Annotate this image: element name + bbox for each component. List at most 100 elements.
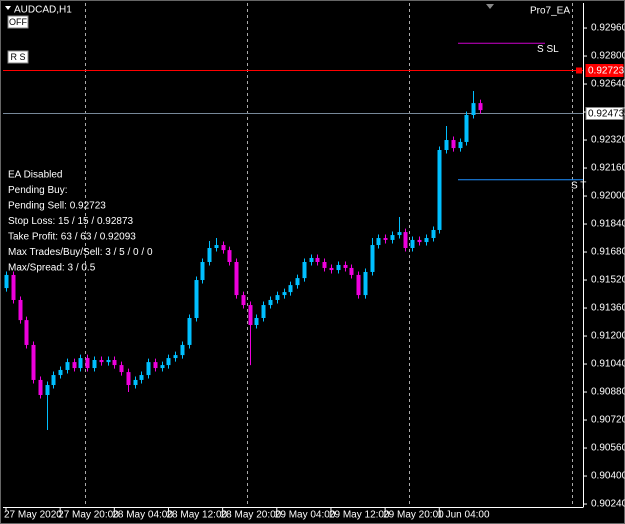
candle-body xyxy=(78,358,83,369)
x-tick-label: 27 May 20:00 xyxy=(58,510,119,521)
candle-body xyxy=(51,375,56,386)
candle-body xyxy=(160,365,165,369)
button-label[interactable]: R S xyxy=(10,52,25,62)
candle-body xyxy=(119,365,124,373)
price-line-handle xyxy=(576,67,582,74)
price-tag xyxy=(585,64,624,77)
y-tick-label: 0.92960 xyxy=(591,23,625,34)
candle-body xyxy=(85,358,90,369)
info-line: EA Disabled xyxy=(8,170,62,181)
price-tag-label: 0.92723 xyxy=(588,66,625,77)
candle-body xyxy=(444,140,449,150)
candle-body xyxy=(248,305,253,325)
candle-body xyxy=(153,362,158,369)
y-tick-label: 0.90400 xyxy=(591,471,625,482)
candle-body xyxy=(11,274,16,300)
candle-body xyxy=(194,280,199,318)
candle-body xyxy=(417,239,422,243)
order-line-label: S SL xyxy=(537,44,559,55)
candle-body xyxy=(126,372,131,386)
x-tick-label: 29 May 20:00 xyxy=(383,510,444,521)
candle-body xyxy=(343,264,348,268)
info-line: Pending Buy: xyxy=(8,185,68,196)
candle-body xyxy=(478,103,483,111)
candle-body xyxy=(227,250,232,262)
candle-body xyxy=(268,299,273,306)
candle-body xyxy=(464,115,469,142)
candle-body xyxy=(18,299,23,321)
button-label[interactable]: OFF xyxy=(9,17,27,27)
candle-body xyxy=(200,262,205,281)
order-line-label: S T xyxy=(571,180,586,191)
candle-body xyxy=(397,232,402,236)
x-tick-label: 27 May 2020 xyxy=(4,510,62,521)
labels: 0.929600.928000.926400.924800.923200.921… xyxy=(4,15,625,521)
candles xyxy=(4,91,483,430)
info-line: Take Profit: 63 / 63 / 0.92093 xyxy=(8,232,136,243)
candle-body xyxy=(288,285,293,293)
y-tick-label: 0.91680 xyxy=(591,247,625,258)
candle-body xyxy=(187,318,192,345)
info-line: Stop Loss: 15 / 15 / 0.92873 xyxy=(8,216,134,227)
candle-body xyxy=(207,248,212,262)
y-tick-label: 0.91520 xyxy=(591,275,625,286)
candle-body xyxy=(112,360,117,366)
candle-body xyxy=(173,355,178,359)
candle-body xyxy=(370,245,375,272)
candle-body xyxy=(139,375,144,380)
y-tick-label: 0.92640 xyxy=(591,79,625,90)
symbol-title: AUDCAD,H1 xyxy=(14,5,72,16)
candle-body xyxy=(410,239,415,248)
candle-body xyxy=(214,245,219,248)
candle-body xyxy=(336,264,341,271)
candle-body xyxy=(92,360,97,369)
candle-body xyxy=(38,379,43,395)
y-tick-label: 0.91200 xyxy=(591,331,625,342)
candle-body xyxy=(363,271,368,296)
candle-body xyxy=(166,358,171,366)
x-tick-label: 29 May 12:00 xyxy=(329,510,390,521)
x-tick-label: 29 May 04:00 xyxy=(275,510,336,521)
candle-body xyxy=(234,262,239,296)
menu-arrow[interactable] xyxy=(5,6,11,10)
y-tick-label: 0.91360 xyxy=(591,303,625,314)
button[interactable] xyxy=(7,50,29,64)
candle-body xyxy=(261,305,266,318)
info-line: Max/Spread: 3 / 0.5 xyxy=(8,263,96,274)
candle-body xyxy=(437,150,442,230)
candle-body xyxy=(65,362,70,370)
info-line: Max Trades/Buy/Sell: 3 / 5 / 0 / 0 xyxy=(8,247,153,258)
candle-body xyxy=(302,262,307,279)
candle-body xyxy=(254,318,259,325)
price-tag-label: 0.92473 xyxy=(588,109,625,120)
candle-body xyxy=(431,229,436,239)
candle-body xyxy=(221,245,226,251)
candle-body xyxy=(356,274,361,296)
candle-body xyxy=(424,238,429,243)
candle-body xyxy=(58,369,63,376)
y-tick-label: 0.90880 xyxy=(591,387,625,398)
candle-body xyxy=(329,267,334,271)
candle-body xyxy=(390,235,395,240)
x-tick-label: 28 May 04:00 xyxy=(112,510,173,521)
candle-body xyxy=(180,344,185,356)
y-tick-label: 0.92160 xyxy=(591,163,625,174)
shift-marker xyxy=(486,4,494,9)
candle-body xyxy=(146,362,151,376)
candle-body xyxy=(383,238,388,240)
plot-lines xyxy=(3,3,587,511)
candle-body xyxy=(72,362,77,369)
candle-body xyxy=(31,344,36,380)
y-tick-label: 0.90720 xyxy=(591,415,625,426)
candle-body xyxy=(471,103,476,115)
price-tag xyxy=(585,107,624,120)
candle-body xyxy=(4,274,9,289)
y-tick-label: 0.92800 xyxy=(591,51,625,62)
button[interactable] xyxy=(7,15,29,29)
ea-name: Pro7_EA xyxy=(530,6,570,17)
candle-body xyxy=(376,238,381,246)
candle-body xyxy=(24,320,29,345)
candle-body xyxy=(451,140,456,149)
y-tick-label: 0.91840 xyxy=(591,219,625,230)
